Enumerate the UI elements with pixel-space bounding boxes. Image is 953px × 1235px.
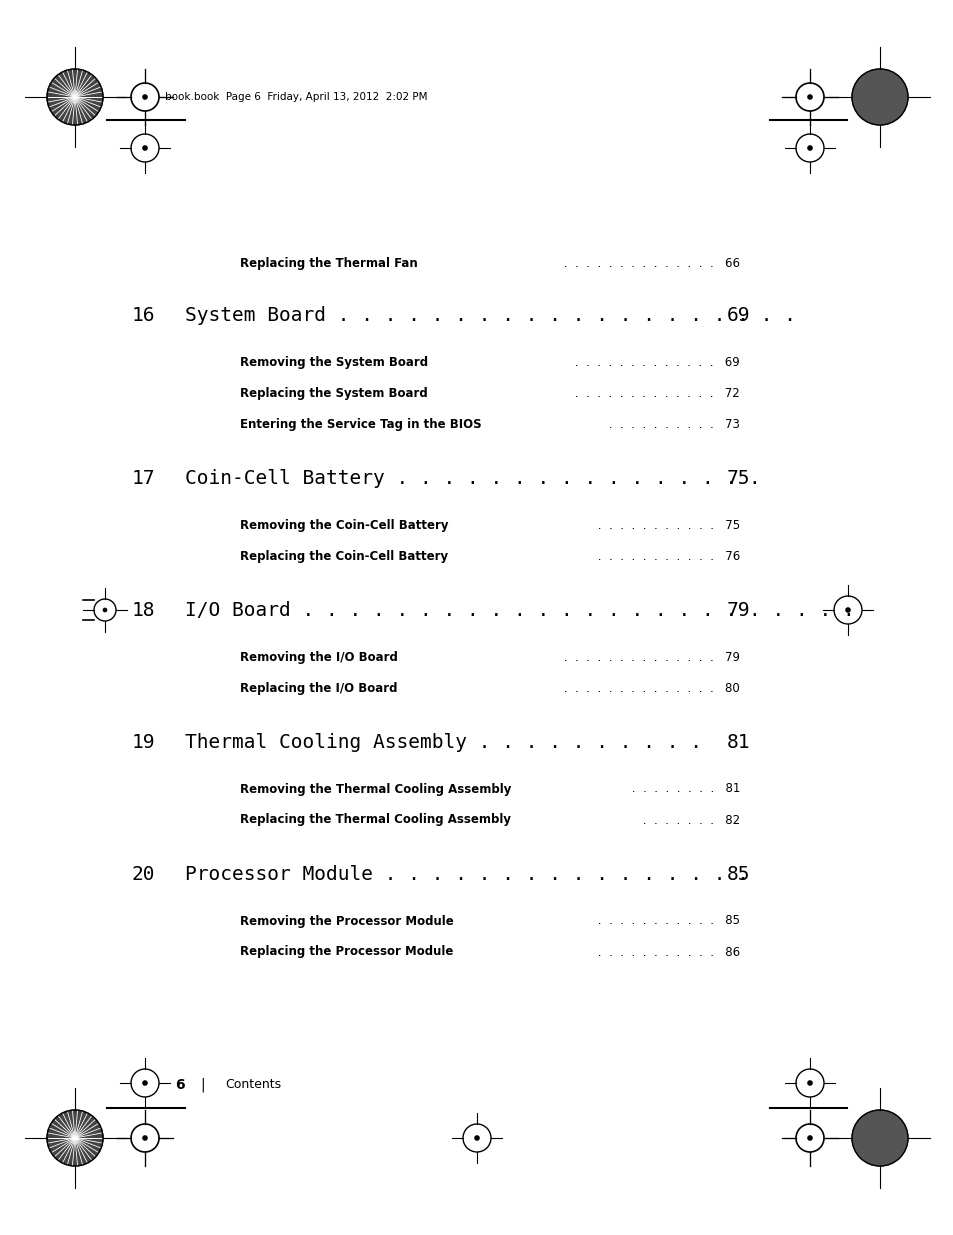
- Text: I/O Board . . . . . . . . . . . . . . . . . . . . . . . .: I/O Board . . . . . . . . . . . . . . . …: [185, 600, 865, 620]
- Circle shape: [143, 1136, 147, 1140]
- Circle shape: [845, 608, 849, 613]
- Text: Removing the Processor Module: Removing the Processor Module: [240, 914, 454, 927]
- Text: .  .  .  .  .  .  .  .  .  .  .  .  .  .   80: . . . . . . . . . . . . . . 80: [559, 682, 740, 694]
- Text: Removing the System Board: Removing the System Board: [240, 356, 428, 368]
- Circle shape: [143, 1081, 147, 1086]
- Text: .  .  .  .  .  .  .  .  .  .  .  .  .   69: . . . . . . . . . . . . . 69: [571, 356, 740, 368]
- Text: Processor Module . . . . . . . . . . . . . . . .: Processor Module . . . . . . . . . . . .…: [185, 864, 760, 883]
- Circle shape: [851, 1110, 907, 1166]
- Circle shape: [103, 609, 107, 611]
- Text: .  .  .  .  .  .  .  .  .  .  .   75: . . . . . . . . . . . 75: [594, 519, 740, 531]
- Circle shape: [47, 69, 103, 125]
- Text: Replacing the Thermal Cooling Assembly: Replacing the Thermal Cooling Assembly: [240, 814, 511, 826]
- Text: Replacing the System Board: Replacing the System Board: [240, 387, 427, 399]
- Text: Replacing the I/O Board: Replacing the I/O Board: [240, 682, 397, 694]
- Text: 18: 18: [132, 600, 154, 620]
- Text: .  .  .  .  .  .  .   82: . . . . . . . 82: [639, 814, 740, 826]
- Text: 69: 69: [726, 305, 749, 325]
- Text: .  .  .  .  .  .  .  .  .  .   73: . . . . . . . . . . 73: [604, 417, 740, 431]
- Circle shape: [807, 146, 811, 151]
- Text: Contents: Contents: [225, 1078, 281, 1092]
- Text: Coin-Cell Battery . . . . . . . . . . . . . . . .: Coin-Cell Battery . . . . . . . . . . . …: [185, 468, 772, 488]
- Text: 75: 75: [726, 468, 749, 488]
- Text: Thermal Cooling Assembly . . . . . . . . . .: Thermal Cooling Assembly . . . . . . . .…: [185, 732, 713, 752]
- Text: Replacing the Coin-Cell Battery: Replacing the Coin-Cell Battery: [240, 550, 448, 562]
- Text: .  .  .  .  .  .  .  .  .  .  .  .  .   72: . . . . . . . . . . . . . 72: [571, 387, 740, 399]
- Text: Removing the Thermal Cooling Assembly: Removing the Thermal Cooling Assembly: [240, 783, 511, 795]
- Text: .  .  .  .  .  .  .  .  .  .  .   76: . . . . . . . . . . . 76: [593, 550, 740, 562]
- Circle shape: [143, 95, 147, 99]
- Circle shape: [807, 1081, 811, 1086]
- Circle shape: [807, 1136, 811, 1140]
- Text: Removing the Coin-Cell Battery: Removing the Coin-Cell Battery: [240, 519, 448, 531]
- Text: .  .  .  .  .  .  .  .  .  .  .   85: . . . . . . . . . . . 85: [594, 914, 740, 927]
- Text: Entering the Service Tag in the BIOS: Entering the Service Tag in the BIOS: [240, 417, 481, 431]
- Text: Replacing the Thermal Fan: Replacing the Thermal Fan: [240, 257, 417, 269]
- Circle shape: [475, 1136, 478, 1140]
- Text: |: |: [200, 1078, 204, 1092]
- Text: Removing the I/O Board: Removing the I/O Board: [240, 651, 397, 663]
- Text: Replacing the Processor Module: Replacing the Processor Module: [240, 946, 453, 958]
- Text: 16: 16: [132, 305, 154, 325]
- Text: 17: 17: [132, 468, 154, 488]
- Text: .  .  .  .  .  .  .  .   81: . . . . . . . . 81: [627, 783, 740, 795]
- Text: book.book  Page 6  Friday, April 13, 2012  2:02 PM: book.book Page 6 Friday, April 13, 2012 …: [165, 91, 427, 103]
- Circle shape: [851, 69, 907, 125]
- Text: .  .  .  .  .  .  .  .  .  .  .  .  .  .   79: . . . . . . . . . . . . . . 79: [559, 651, 740, 663]
- Text: .  .  .  .  .  .  .  .  .  .  .   86: . . . . . . . . . . . 86: [594, 946, 740, 958]
- Circle shape: [47, 1110, 103, 1166]
- Text: 85: 85: [726, 864, 749, 883]
- Text: .  .  .  .  .  .  .  .  .  .  .  .  .  .   66: . . . . . . . . . . . . . . 66: [559, 257, 740, 269]
- Text: 81: 81: [726, 732, 749, 752]
- Circle shape: [143, 146, 147, 151]
- Text: 19: 19: [132, 732, 154, 752]
- Text: System Board . . . . . . . . . . . . . . . . . . . .: System Board . . . . . . . . . . . . . .…: [185, 305, 807, 325]
- Circle shape: [807, 95, 811, 99]
- Text: 6: 6: [174, 1078, 185, 1092]
- Text: 20: 20: [132, 864, 154, 883]
- Text: 79: 79: [726, 600, 749, 620]
